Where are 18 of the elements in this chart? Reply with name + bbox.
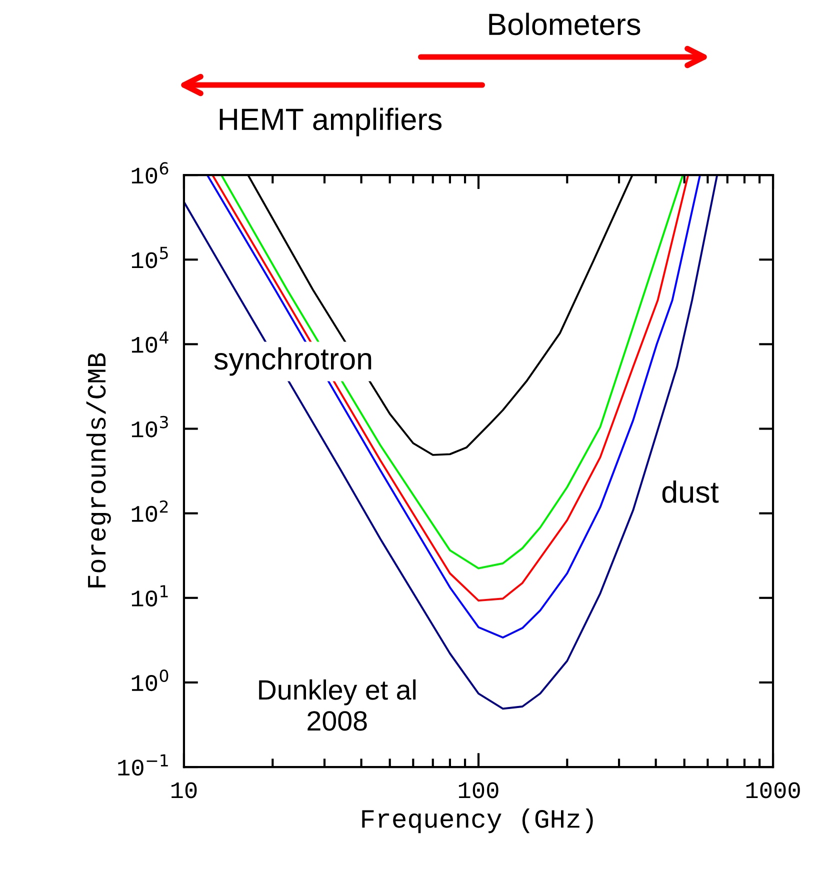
annotation: dust — [662, 480, 719, 503]
text: HEMT amplifiers — [220, 108, 442, 136]
annotation: synchrotron — [214, 347, 372, 376]
y-tick-label: 10$^{5}$ — [132, 246, 168, 268]
y-tick-label: 10$^{2}$ — [132, 500, 168, 522]
x-tick-label: 10 — [172, 782, 197, 798]
y-tick-label: 10$^{1}$ — [132, 585, 168, 607]
x-tick-label: 1000 — [746, 782, 800, 798]
y-tick-label: 10$^{6}$ — [132, 162, 168, 184]
y-tick-label: 10$^{0}$ — [132, 670, 168, 692]
y-axis-title: Foregrounds/CMB — [86, 353, 111, 588]
x-tick-label: 100 — [458, 782, 498, 798]
text: Bolometers — [489, 12, 640, 36]
y-tick-label: 10$^{−1}$ — [118, 754, 168, 776]
y-tick-label: 10$^{4}$ — [132, 331, 168, 353]
annotation: Dunkley et al 2008 — [259, 679, 416, 731]
y-tick-label: 10$^{3}$ — [132, 416, 168, 438]
x-axis-title: Frequency (GHz) — [362, 808, 593, 834]
